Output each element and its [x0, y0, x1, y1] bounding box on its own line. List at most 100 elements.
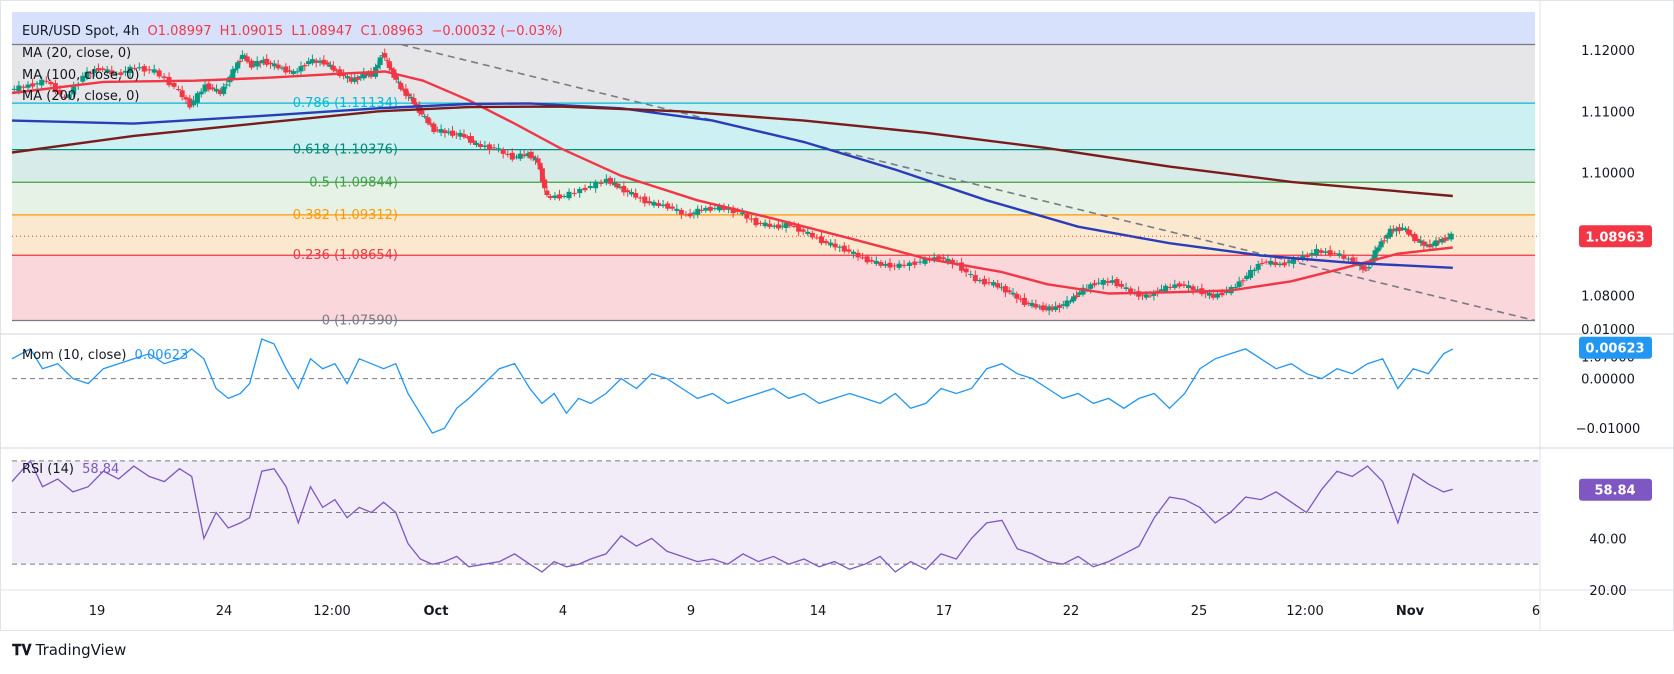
candle-body	[313, 60, 319, 63]
candle-body	[109, 70, 115, 75]
candle-body	[509, 152, 515, 160]
candle-body	[1014, 293, 1020, 299]
candle-body	[474, 142, 480, 146]
candle-body	[703, 207, 709, 211]
rsi-tick-label: 40.00	[1589, 532, 1626, 547]
time-tick-label: 9	[687, 604, 695, 619]
candle-body	[1074, 295, 1080, 298]
candle-body	[687, 213, 693, 217]
ma200-legend[interactable]: MA (200, close, 0)	[22, 89, 139, 104]
candle-body	[981, 278, 987, 285]
candle-body	[1018, 298, 1024, 300]
candle-body	[936, 256, 942, 260]
ma100-line	[11, 102, 1453, 269]
candle-body	[257, 62, 263, 64]
candle-body	[80, 75, 86, 82]
candle-body	[683, 214, 689, 216]
candle-body	[179, 90, 185, 98]
candle-body	[242, 55, 248, 58]
candle-body	[1006, 290, 1012, 293]
ma100-legend[interactable]: MA (100, close, 0)	[22, 68, 139, 83]
candle-body	[287, 70, 293, 72]
candle-body	[400, 89, 406, 91]
candle-body	[837, 246, 843, 248]
time-tick-label: 14	[810, 604, 827, 619]
candle-body	[1236, 281, 1242, 287]
candle-body	[1021, 297, 1027, 305]
fib-level-label: 0.382 (1.09312)	[293, 208, 398, 223]
candle-body	[136, 67, 142, 69]
ma200-label: MA (200, close, 0)	[22, 89, 140, 104]
time-tick-label: 24	[216, 604, 233, 619]
candle-body	[539, 168, 545, 182]
time-tick-label: 25	[1191, 604, 1208, 619]
candle-body	[633, 193, 639, 198]
candle-body	[344, 76, 350, 79]
candle-body	[1232, 286, 1238, 289]
candle-body	[1418, 240, 1424, 243]
candle-body	[1409, 234, 1415, 236]
candle-body	[1186, 285, 1192, 289]
candle-body	[571, 192, 577, 194]
candle-body	[1393, 228, 1399, 232]
candle-body	[505, 153, 511, 155]
rsi-value-badge	[1579, 478, 1652, 501]
candle-body	[92, 69, 98, 74]
candle-body	[940, 257, 946, 260]
change-value: −0.00032 (−0.03%)	[431, 24, 563, 39]
candle-body	[1436, 241, 1442, 243]
candle-body	[669, 206, 675, 209]
candle-body	[268, 62, 274, 65]
candle-body	[428, 123, 434, 125]
candle-body	[464, 136, 470, 138]
candle-body	[999, 287, 1005, 289]
mom-value-badge	[1579, 336, 1652, 359]
fib-zone	[12, 44, 1535, 104]
symbol-legend[interactable]: EUR/USD Spot, 4h O1.08997 H1.09015 L1.08…	[22, 24, 563, 39]
time-tick-label: 12:00	[1286, 604, 1323, 619]
candle-body	[30, 83, 36, 87]
candle-body	[691, 212, 697, 215]
candle-body	[330, 65, 336, 71]
candle-body	[1403, 228, 1409, 231]
candle-body	[1151, 291, 1157, 296]
fib-zone	[12, 103, 1535, 150]
fib-level-label: 0.5 (1.09844)	[309, 175, 398, 190]
price-tick-label: 1.08000	[1581, 289, 1635, 304]
candle-body	[442, 130, 448, 134]
candle-body	[151, 69, 157, 73]
candle-body	[1172, 284, 1178, 288]
candle-body	[896, 263, 902, 268]
candle-body	[1025, 302, 1031, 304]
candle-body	[398, 82, 404, 90]
candle-body	[1064, 300, 1070, 307]
candle-body	[127, 66, 133, 74]
candle-body	[850, 251, 856, 254]
high-value: H1.09015	[219, 24, 284, 39]
tradingview-mark-icon: 𝐓𝐕	[12, 641, 32, 659]
candle-body	[48, 81, 54, 85]
candle-body	[491, 147, 497, 149]
candle-body	[892, 265, 898, 267]
candle-body	[1060, 304, 1066, 306]
mom-line	[11, 338, 1454, 434]
candle-body	[609, 181, 615, 184]
candle-body	[230, 69, 236, 80]
candle-body	[1176, 283, 1182, 287]
ma100-label: MA (100, close, 0)	[22, 68, 140, 83]
candle-body	[393, 75, 399, 80]
rsi-legend[interactable]: RSI (14) 58.84	[22, 462, 119, 477]
last-price-badge	[1579, 225, 1652, 248]
mom-legend[interactable]: Mom (10, close) 0.00623	[22, 348, 188, 363]
candle-body	[298, 66, 304, 72]
candle-body	[1406, 229, 1412, 235]
candle-body	[577, 188, 583, 194]
candle-body	[977, 279, 983, 282]
tradingview-logo[interactable]: 𝐓𝐕 TradingView	[12, 641, 126, 659]
ma20-legend[interactable]: MA (20, close, 0)	[22, 46, 131, 61]
candle-body	[198, 91, 204, 95]
candle-body	[846, 249, 852, 252]
candle-body	[470, 140, 476, 143]
candle-body	[1109, 280, 1115, 283]
